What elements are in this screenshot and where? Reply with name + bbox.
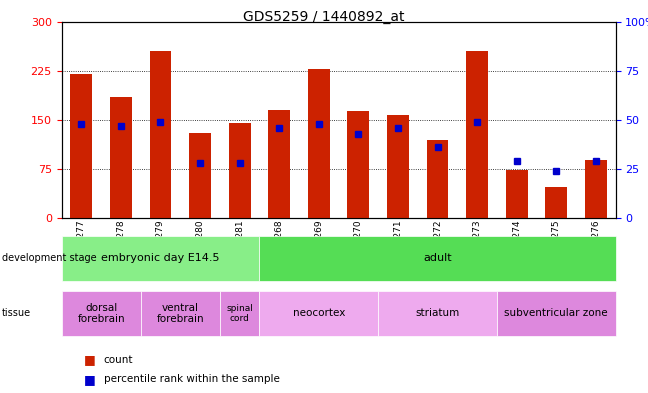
Bar [308, 69, 330, 218]
Text: striatum: striatum [415, 309, 459, 318]
Bar [546, 187, 567, 218]
Text: embryonic day E14.5: embryonic day E14.5 [101, 253, 220, 263]
Text: tissue: tissue [2, 309, 31, 318]
Bar [110, 97, 132, 218]
Text: GDS5259 / 1440892_at: GDS5259 / 1440892_at [243, 10, 405, 24]
Bar [387, 115, 409, 218]
Text: ■: ■ [84, 373, 96, 386]
Text: ■: ■ [84, 353, 96, 366]
Text: neocortex: neocortex [293, 309, 345, 318]
Bar [268, 110, 290, 218]
Bar [506, 170, 527, 218]
Bar [426, 140, 448, 218]
Text: percentile rank within the sample: percentile rank within the sample [104, 374, 279, 384]
Text: spinal
cord: spinal cord [226, 304, 253, 323]
Bar [466, 51, 488, 218]
Bar [189, 133, 211, 218]
Text: adult: adult [423, 253, 452, 263]
Text: ventral
forebrain: ventral forebrain [156, 303, 204, 324]
Bar [71, 74, 92, 218]
Text: subventricular zone: subventricular zone [504, 309, 608, 318]
Bar [229, 123, 251, 218]
Bar [150, 51, 171, 218]
Text: dorsal
forebrain: dorsal forebrain [77, 303, 125, 324]
Text: development stage: development stage [2, 253, 97, 263]
Bar [347, 111, 369, 218]
Bar [585, 160, 607, 218]
Text: count: count [104, 354, 133, 365]
